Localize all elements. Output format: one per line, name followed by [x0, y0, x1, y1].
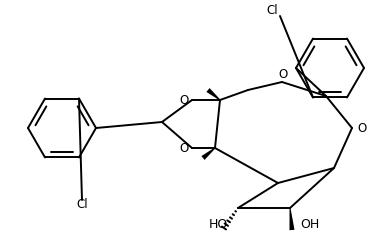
Polygon shape: [201, 148, 215, 160]
Polygon shape: [206, 88, 220, 100]
Text: O: O: [180, 141, 188, 155]
Text: Cl: Cl: [266, 4, 278, 17]
Text: Cl: Cl: [76, 199, 88, 211]
Text: O: O: [180, 94, 188, 106]
Text: O: O: [357, 122, 366, 135]
Text: OH: OH: [300, 219, 320, 232]
Polygon shape: [289, 208, 295, 230]
Text: O: O: [278, 68, 288, 81]
Text: HO: HO: [208, 219, 228, 232]
